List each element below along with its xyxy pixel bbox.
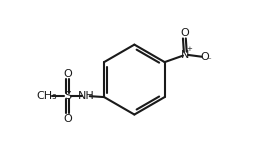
Text: +: + bbox=[186, 46, 192, 52]
Text: ⁻: ⁻ bbox=[207, 56, 212, 65]
Text: O: O bbox=[63, 114, 72, 124]
Text: O: O bbox=[63, 69, 72, 79]
Text: NH: NH bbox=[78, 91, 94, 101]
Text: O: O bbox=[180, 28, 189, 38]
Text: O: O bbox=[201, 52, 209, 62]
Text: N: N bbox=[181, 50, 189, 60]
Text: S: S bbox=[64, 91, 71, 101]
Text: CH₃: CH₃ bbox=[36, 91, 57, 101]
